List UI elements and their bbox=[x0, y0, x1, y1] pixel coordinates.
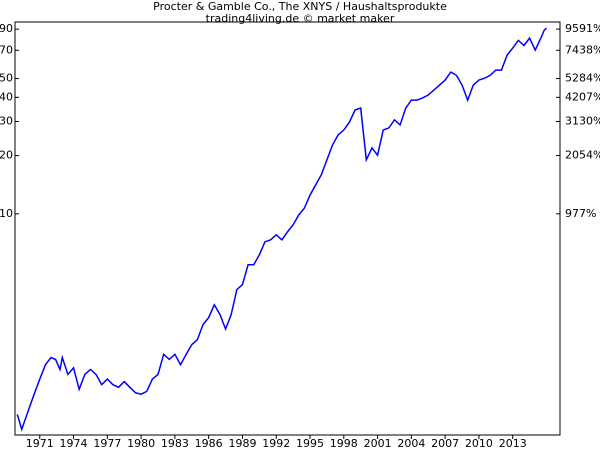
y2-tick-label: 9591% bbox=[565, 22, 600, 35]
y-tick-label: 50 bbox=[0, 72, 13, 85]
y2-tick-label: 5284% bbox=[565, 72, 600, 85]
x-tick-label: 2007 bbox=[431, 437, 459, 450]
y2-tick-label: 3130% bbox=[565, 115, 600, 128]
y2-tick-label: 4207% bbox=[565, 90, 600, 103]
x-tick-label: 1998 bbox=[330, 437, 358, 450]
x-tick-label: 2004 bbox=[397, 437, 425, 450]
x-tick-label: 1995 bbox=[296, 437, 324, 450]
chart-subtitle: trading4living.de © market maker bbox=[206, 12, 395, 25]
x-tick-label: 1989 bbox=[228, 437, 256, 450]
x-tick-label: 2013 bbox=[499, 437, 527, 450]
x-tick-label: 1983 bbox=[161, 437, 189, 450]
y-tick-label: 90 bbox=[0, 22, 13, 35]
y-tick-label: 40 bbox=[0, 90, 13, 103]
y-tick-label: 10 bbox=[0, 207, 13, 220]
y2-tick-label: 977% bbox=[565, 207, 596, 220]
y-tick-label: 30 bbox=[0, 115, 13, 128]
x-tick-label: 1992 bbox=[262, 437, 290, 450]
x-tick-label: 1974 bbox=[60, 437, 88, 450]
x-tick-label: 1986 bbox=[195, 437, 223, 450]
chart-title: Procter & Gamble Co., The XNYS / Haushal… bbox=[153, 0, 447, 13]
y2-tick-label: 7438% bbox=[565, 43, 600, 56]
y2-tick-label: 2054% bbox=[565, 149, 600, 162]
x-tick-label: 1971 bbox=[26, 437, 54, 450]
x-tick-label: 2010 bbox=[465, 437, 493, 450]
y-tick-label: 70 bbox=[0, 43, 13, 56]
plot-frame bbox=[14, 21, 561, 436]
x-tick-label: 2001 bbox=[364, 437, 392, 450]
x-tick-label: 1977 bbox=[93, 437, 121, 450]
x-tick-label: 1980 bbox=[127, 437, 155, 450]
price-line bbox=[16, 27, 547, 432]
y-tick-label: 20 bbox=[0, 149, 13, 162]
